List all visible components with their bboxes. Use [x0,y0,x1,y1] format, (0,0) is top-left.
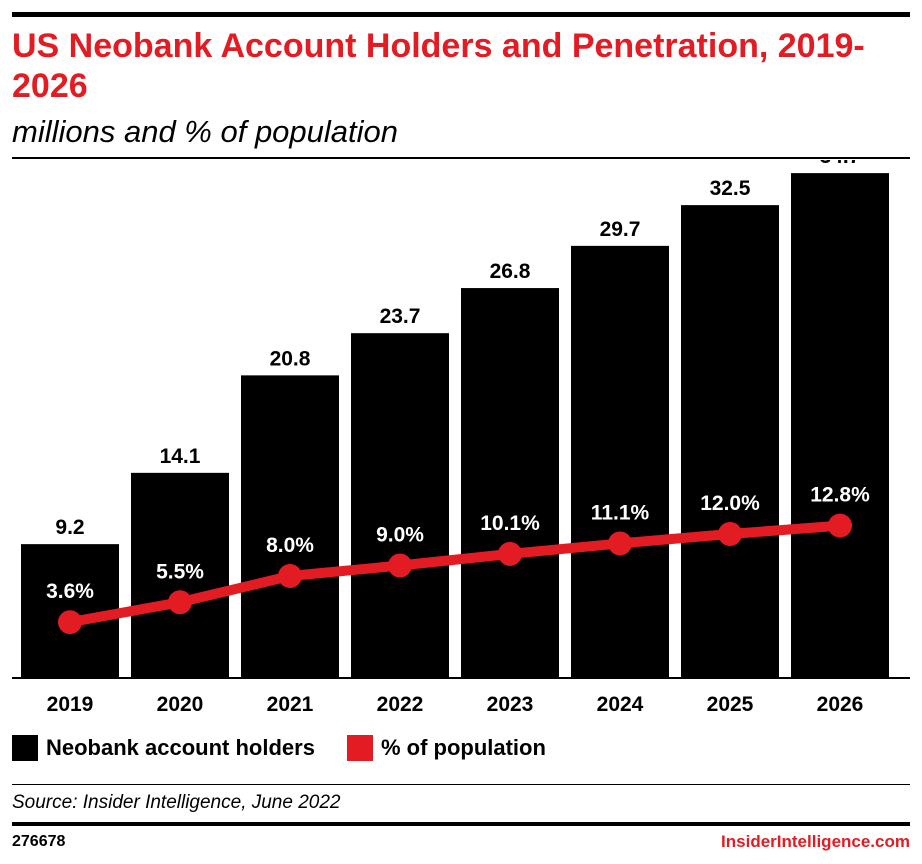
population-line [65,520,845,628]
population-point-2026 [828,513,852,538]
legend-swatch-population [346,735,373,761]
bar-2021 [241,375,339,678]
chart-plot: 9.2 2019 14.1 2020 20.8 2021 23.7 2022 26.8 2023 2… [12,160,910,716]
population-value-label: 9.0% [376,524,424,547]
population-point-2019 [58,610,82,635]
legend-item-account-holders: Neobank account holders [12,735,315,761]
chart-subtitle: millions and % of population [12,114,399,149]
legend-label-population: % of population [380,735,546,760]
bar-value-label: 34.7 [820,160,861,168]
x-tick-label: 2023 [487,693,534,716]
bar-value-label: 26.8 [490,260,531,283]
bar-2024 [571,245,669,678]
top-rule [12,12,910,17]
legend-item-population: % of population [346,735,546,761]
population-value-label: 8.0% [266,534,314,557]
population-value-label: 3.6% [46,580,94,603]
bar-value-label: 32.5 [710,177,751,200]
bottom-rule [12,822,910,826]
bar-value-label: 20.8 [270,347,311,370]
legend: Neobank account holders % of population [12,735,578,761]
brand-link[interactable]: InsiderIntelligence.com [721,832,910,851]
bar-value-label: 14.1 [160,445,201,468]
bar-value-label: 9.2 [55,516,84,539]
population-point-2021 [278,564,302,588]
population-value-label: 11.1% [591,501,650,524]
population-point-2025 [718,522,742,546]
population-point-2020 [168,590,192,615]
x-tick-label: 2024 [597,693,644,716]
population-point-2022 [388,553,412,578]
bar-2023 [461,288,559,678]
x-tick-label: 2020 [157,693,204,716]
x-tick-label: 2025 [707,693,754,716]
legend-swatch-account-holders [12,735,38,761]
population-point-2024 [608,531,632,556]
header-rule [12,157,910,159]
legend-label-account-holders: Neobank account holders [46,735,315,760]
bar-value-label: 29.7 [600,218,641,241]
chart-title: US Neobank Account Holders and Penetrati… [12,27,865,105]
bar-2026 [791,173,889,679]
x-tick-label: 2019 [47,693,94,716]
population-value-label: 12.8% [810,484,870,507]
population-value-label: 12.0% [700,492,760,515]
population-value-label: 5.5% [156,560,204,583]
bar-value-label: 23.7 [380,305,421,328]
footer-rule [12,784,910,785]
chart-id: 276678 [12,833,66,850]
x-tick-label: 2026 [817,693,864,716]
source-note: Source: Insider Intelligence, June 2022 [12,792,341,813]
x-tick-label: 2021 [267,693,314,716]
bar-2020 [131,472,229,678]
population-point-2023 [498,541,522,566]
population-value-label: 10.1% [480,512,540,535]
x-tick-label: 2022 [377,693,424,716]
bar-2022 [351,333,449,678]
bar-2025 [681,205,779,678]
